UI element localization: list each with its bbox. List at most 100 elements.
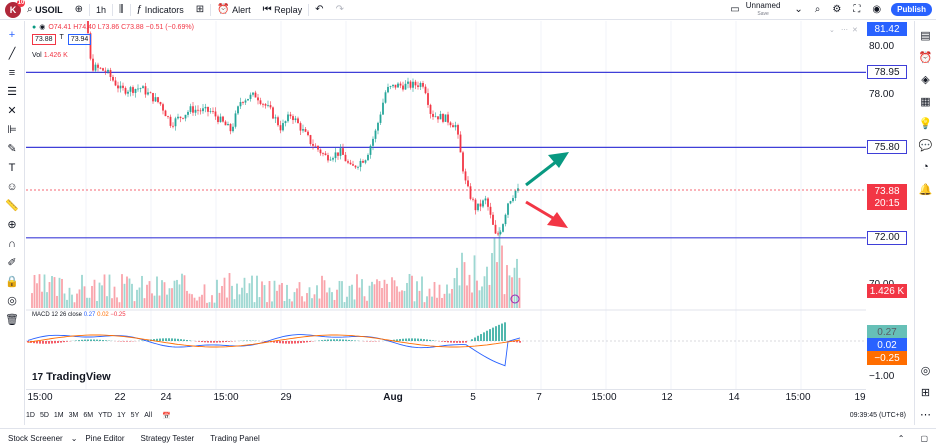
bid-price[interactable]: 73.88 [32, 34, 56, 45]
chat-icon[interactable]: 💬 [918, 139, 933, 152]
watchlist-icon[interactable]: ▤ [920, 29, 931, 42]
range-button-1m[interactable]: 1M [53, 412, 64, 419]
prediction-icon[interactable]: ⊫ [7, 124, 17, 136]
indicators-button[interactable]: ƒ Indicators [131, 0, 190, 20]
time-axis-label: Aug [383, 392, 403, 403]
time-axis-label: 15:00 [213, 392, 239, 403]
goto-date-icon[interactable]: 📅 [162, 412, 171, 420]
lock-drawing-icon[interactable]: ✐ [7, 257, 17, 269]
macd-signal-line [27, 334, 521, 348]
range-button-ytd[interactable]: YTD [98, 412, 113, 419]
chart-settings-icons[interactable]: ⌄ ⋯ ✕ [829, 27, 858, 34]
ask-price[interactable]: 73.94 [67, 34, 92, 45]
range-button-1d[interactable]: 1D [26, 412, 35, 419]
lock-icon[interactable]: 🔒 [5, 276, 19, 288]
time-axis-label: 22 [114, 392, 126, 403]
down-arrow-annotation[interactable] [525, 200, 568, 228]
price-axis-label: 78.00 [869, 89, 895, 100]
alert-button[interactable]: ⏰ Alert [211, 0, 256, 20]
chart-type-button[interactable]: ⫼ [113, 0, 130, 20]
user-avatar[interactable]: K 10 [5, 0, 25, 18]
brush-icon[interactable]: ✎ [7, 143, 17, 155]
help-icon[interactable]: ◎ [920, 364, 931, 377]
symbol-search[interactable]: ⌕ USOIL [21, 0, 69, 20]
text-icon[interactable]: T [8, 161, 16, 174]
time-axis-label: 15:00 [591, 392, 617, 403]
tab-strategy-tester[interactable]: Strategy Tester [140, 434, 195, 443]
notifications-icon[interactable]: 🔔 [918, 183, 933, 196]
horizontal-lines-icon[interactable]: ≡ [8, 66, 16, 79]
plus-circle-icon: ⊕ [74, 4, 84, 15]
snapshot-button[interactable]: ◉ [866, 0, 887, 20]
eye-icon[interactable]: ◉ [39, 24, 46, 31]
time-axis-label: 15:00 [27, 392, 53, 403]
histogram-tag: −0.25 [867, 351, 907, 365]
redo-button[interactable]: ↷ [330, 0, 350, 20]
time-axis-label: 15:00 [785, 392, 811, 403]
divider [308, 3, 310, 16]
range-button-5d[interactable]: 5D [39, 412, 49, 419]
price-chart[interactable]: ⌄ ⋯ ✕ [26, 21, 866, 389]
replay-button[interactable]: ⏮ Replay [257, 0, 309, 20]
trendline-icon[interactable]: ╱ [8, 48, 16, 60]
time-axis-label: 24 [160, 392, 172, 403]
signal-tag: 0.02 [867, 338, 907, 352]
ohlc-values: O74.41 H74.40 L73.86 C73.88 −0.51 (−0.69… [48, 23, 194, 31]
volume-tag: 1.426 K [867, 284, 907, 298]
undo-button[interactable]: ↶ [309, 0, 329, 20]
up-arrow-annotation[interactable] [525, 152, 569, 187]
screener-dropdown-icon[interactable]: ⌄ [70, 434, 78, 443]
ideas-icon[interactable]: 💡 [918, 117, 933, 130]
trash-icon[interactable]: 🗑 [5, 314, 19, 326]
crosshair-icon[interactable]: + [8, 28, 16, 41]
streams-icon[interactable]: ◔ [922, 161, 929, 173]
emoji-icon[interactable]: ☺ [6, 180, 18, 193]
range-button-all[interactable]: All [144, 412, 153, 419]
ruler-icon[interactable]: 📏 [5, 200, 19, 212]
layout-icon: ▭ [730, 4, 740, 15]
range-button-1y[interactable]: 1Y [117, 412, 126, 419]
collapse-panel-icon[interactable]: ⌃ [897, 434, 905, 443]
range-button-6m[interactable]: 6M [83, 412, 94, 419]
macd-line [27, 334, 521, 367]
grid-icon[interactable]: ⊞ [920, 386, 931, 399]
widget-bar: ▤ ⏰ ◈ ▦ 💡 💬 ◔ 🔔 ◎ ⊞ ⋯ [914, 21, 936, 425]
tab-pine-editor[interactable]: Pine Editor [85, 434, 125, 443]
alert-label: Alert [232, 4, 251, 15]
alerts-icon[interactable]: ⏰ [918, 51, 933, 64]
publish-button[interactable]: Publish [891, 3, 932, 16]
eye-icon[interactable]: ◎ [7, 295, 17, 307]
symbol-label: USOIL [35, 4, 63, 15]
time-axis-label: 12 [661, 392, 673, 403]
range-button-5y[interactable]: 5Y [130, 412, 140, 419]
horizontal-levels [26, 71, 866, 239]
tab-stock-screener[interactable]: Stock Screener [8, 434, 63, 443]
fullscreen-button[interactable]: ⛶ [847, 0, 866, 20]
settings-button[interactable]: ⚙ [826, 0, 847, 20]
fullscreen-icon: ⛶ [853, 4, 861, 15]
templates-button[interactable]: ⊞ [190, 0, 210, 20]
layout-button[interactable]: ▭ [724, 0, 745, 20]
layout-name[interactable]: Unnamed Save [746, 1, 781, 18]
fib-icon[interactable]: ☰ [7, 86, 17, 98]
pattern-icon[interactable]: ✕ [7, 105, 17, 117]
maximize-panel-icon[interactable]: ▢ [920, 434, 928, 443]
more-icon[interactable]: ⋯ [920, 408, 931, 421]
search-icon: ⌕ [27, 4, 33, 15]
magnet-icon[interactable]: ∩ [8, 237, 16, 250]
quick-search-button[interactable]: ⌕ [809, 0, 827, 20]
tab-trading-panel[interactable]: Trading Panel [210, 434, 260, 443]
zoom-icon[interactable]: ⊕ [7, 219, 17, 231]
clock-display[interactable]: 09:39:45 (UTC+8) [849, 412, 906, 419]
calendar-icon[interactable]: ▦ [920, 95, 931, 108]
interval-button[interactable]: 1h [96, 4, 107, 15]
time-axis[interactable]: 15:00 22 24 15:00 29 Aug 5 7 15:00 12 14 15:00 19 [26, 389, 866, 405]
layers-icon[interactable]: ◈ [921, 73, 930, 86]
range-button-3m[interactable]: 3M [68, 412, 79, 419]
compare-button[interactable]: ⊕ [69, 0, 89, 20]
divider [210, 3, 212, 16]
divider [129, 3, 131, 16]
countdown-tag: 20:15 [867, 197, 907, 210]
dividend-marker-icon[interactable] [510, 294, 520, 304]
layout-menu-button[interactable]: ⌄ [788, 0, 808, 20]
